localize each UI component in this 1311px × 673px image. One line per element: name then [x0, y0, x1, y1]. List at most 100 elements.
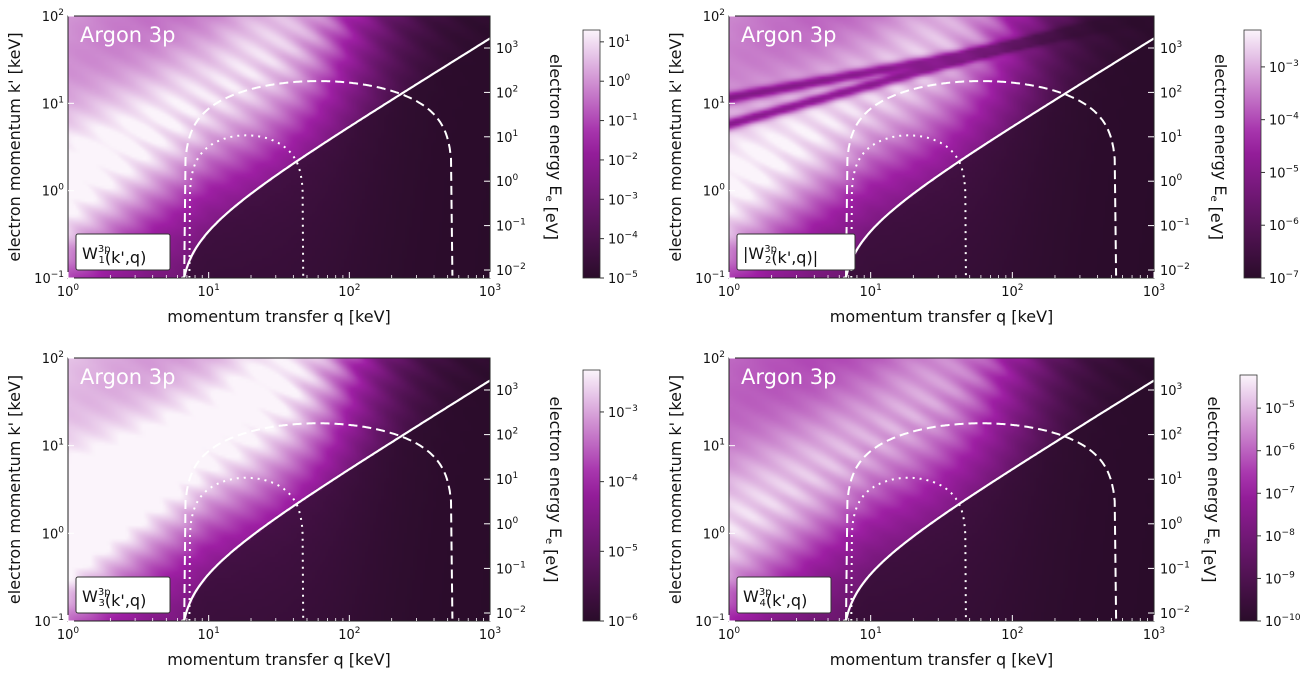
colorbar: 10−5 10−4 10−3 10−2 10−1 100 101	[582, 29, 638, 287]
colorbar-tick-label: 10−6	[1269, 217, 1299, 234]
y2-axis-label: electron energy Ee [eV]	[1200, 397, 1223, 583]
plot-frame	[67, 15, 491, 279]
y-tick-label: 101	[703, 438, 725, 455]
y-tick-label: 10−1	[695, 613, 725, 630]
y2-tick-label: 100	[496, 516, 519, 533]
y2-tick-label: 101	[1160, 129, 1182, 146]
x-tick-label: 102	[1001, 626, 1023, 643]
x-tick-label: 103	[1143, 283, 1165, 300]
y2-tick-label: 100	[1160, 173, 1183, 190]
colorbar-tick-label: 10−2	[608, 152, 638, 169]
x-tick-label: 100	[718, 283, 741, 300]
boundary-solid	[842, 37, 1155, 280]
boundary-dashed	[845, 80, 1118, 279]
y2-tick-label: 10−2	[1160, 605, 1190, 622]
panel-2: 100 101 102 10310−110010110210−210−11001011…	[666, 8, 1299, 326]
y-tick-label: 100	[703, 183, 726, 200]
panel-3: 100 101 102 10310−110010110210−210−11001011…	[5, 350, 638, 669]
y2-tick-label: 101	[1160, 471, 1182, 488]
colorbar-tick-label: 10−5	[1265, 400, 1295, 417]
x-tick-label: 100	[718, 626, 741, 643]
y-tick-label: 10−1	[34, 270, 64, 287]
colorbar-tick-label: 10−4	[608, 474, 638, 491]
y-tick-label: 101	[42, 95, 64, 112]
y2-axis-label: electron energy Ee [eV]	[542, 397, 565, 583]
x-tick-label: 102	[338, 626, 360, 643]
boundary-dotted	[188, 476, 305, 622]
colorbar-gradient	[1243, 29, 1262, 279]
colorbar-tick-label: 10−7	[1269, 270, 1299, 287]
x-tick-label: 100	[57, 283, 80, 300]
panel-title: Argon 3p	[80, 23, 175, 47]
colorbar-tick-label: 10−5	[1269, 164, 1299, 181]
colorbar-tick-label: 10−5	[608, 543, 638, 560]
boundary-solid	[842, 379, 1155, 623]
y2-tick-label: 10−1	[1160, 218, 1190, 235]
colorbar-tick-label: 10−3	[608, 404, 638, 421]
boundary-dotted	[850, 134, 967, 279]
y-tick-label: 102	[703, 350, 725, 367]
y2-axis-label: electron energy Ee [eV]	[542, 54, 565, 240]
y2-tick-label: 102	[1160, 84, 1182, 101]
legend-box	[736, 233, 856, 271]
legend-box	[75, 233, 171, 271]
panel-title: Argon 3p	[741, 23, 836, 47]
x-tick-label: 101	[860, 626, 882, 643]
y2-tick-label: 10−1	[1160, 560, 1190, 577]
boundary-dashed	[183, 80, 454, 279]
x-axis-label: momentum transfer q [keV]	[830, 650, 1054, 669]
panel-title: Argon 3p	[80, 365, 175, 389]
legend-label: W3p 1(k',q)	[82, 244, 146, 267]
y2-tick-label: 10−1	[496, 218, 526, 235]
colorbar-tick-label: 10−10	[1265, 613, 1301, 630]
y-tick-label: 102	[42, 8, 64, 25]
colorbar-tick-label: 10−5	[608, 270, 638, 287]
y-tick-label: 102	[703, 8, 725, 25]
colorbar: 10−7 10−6 10−5 10−4 10−3	[1243, 29, 1299, 287]
panel-title: Argon 3p	[741, 365, 836, 389]
y-tick-label: 100	[703, 525, 726, 542]
y2-tick-label: 10−2	[1160, 262, 1190, 279]
y-axis-label: electron momentum k' [keV]	[5, 32, 24, 261]
legend-label: W3p 4(k',q)	[743, 587, 807, 610]
colorbar-tick-label: 100	[608, 73, 631, 90]
y2-tick-label: 100	[1160, 516, 1183, 533]
boundary-dashed	[845, 422, 1118, 622]
colorbar-gradient	[582, 29, 601, 279]
plot-frame	[728, 357, 1155, 622]
legend-box	[736, 576, 832, 614]
colorbar-tick-label: 10−6	[608, 613, 638, 630]
x-tick-label: 100	[57, 626, 80, 643]
x-tick-label: 101	[860, 283, 882, 300]
x-tick-label: 101	[198, 626, 220, 643]
plot-frame	[67, 357, 491, 622]
y2-axis-label: electron energy Ee [eV]	[1207, 54, 1230, 240]
x-axis-label: momentum transfer q [keV]	[167, 650, 391, 669]
x-axis-label: momentum transfer q [keV]	[167, 307, 391, 326]
y2-tick-label: 101	[496, 471, 518, 488]
y2-tick-label: 101	[496, 129, 518, 146]
y2-tick-label: 103	[1160, 40, 1182, 57]
y2-tick-label: 103	[496, 40, 518, 57]
colorbar-tick-label: 10−9	[1265, 570, 1295, 587]
boundary-dotted	[850, 476, 967, 622]
y2-tick-label: 103	[496, 382, 518, 399]
boundary-dotted	[188, 134, 305, 279]
colorbar-tick-label: 10−7	[1265, 485, 1295, 502]
boundary-dashed	[183, 422, 454, 622]
colorbar: 10−10 10−9 10−8 10−7 10−6 10−5	[1239, 374, 1301, 630]
x-tick-label: 103	[1143, 626, 1165, 643]
colorbar-tick-label: 10−6	[1265, 443, 1295, 460]
y2-tick-label: 10−2	[496, 605, 526, 622]
x-tick-label: 101	[198, 283, 220, 300]
y-tick-label: 101	[42, 438, 64, 455]
y2-tick-label: 102	[496, 427, 518, 444]
panel-1: 100 101 102 10310−110010110210−210−11001011…	[5, 8, 638, 326]
y2-tick-label: 102	[1160, 427, 1182, 444]
plot-frame	[728, 15, 1155, 279]
colorbar-tick-label: 101	[608, 34, 630, 51]
y2-tick-label: 100	[496, 173, 519, 190]
legend-box	[75, 576, 171, 614]
y2-tick-label: 10−1	[496, 560, 526, 577]
legend-label: |W3p 2(k',q)|	[743, 244, 818, 267]
